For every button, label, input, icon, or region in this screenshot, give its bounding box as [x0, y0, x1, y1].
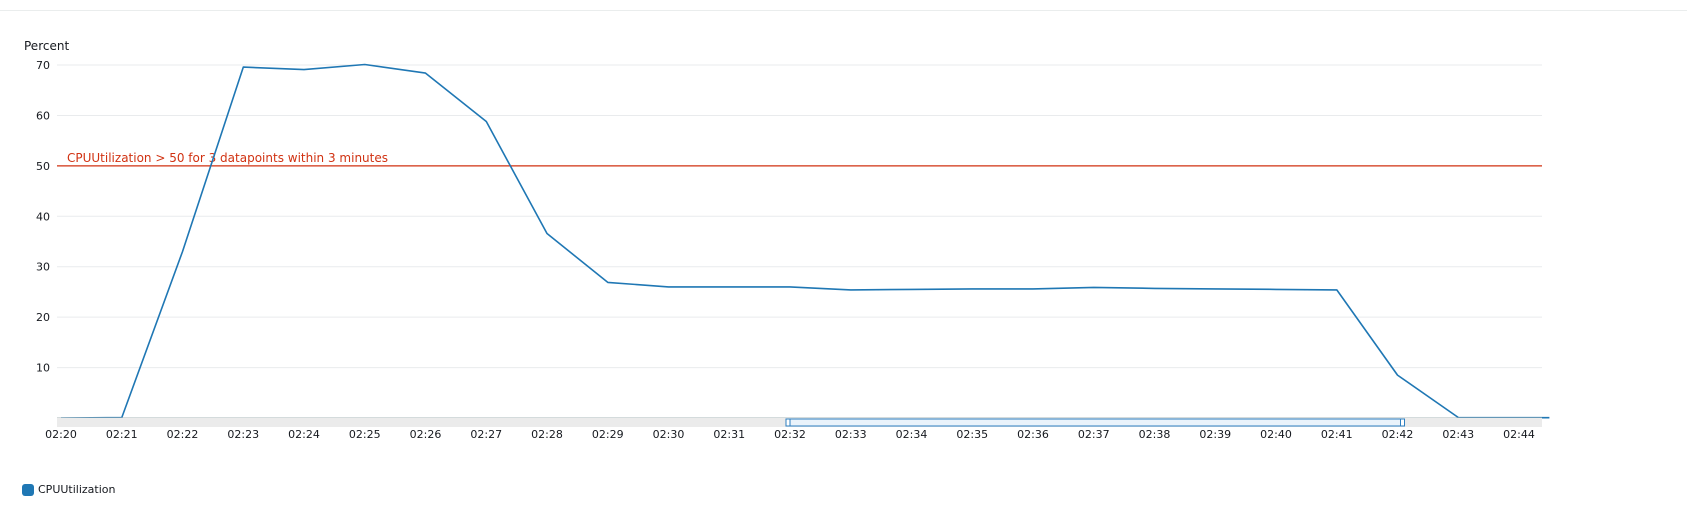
data-point[interactable]: [1212, 286, 1218, 292]
data-point[interactable]: [666, 284, 672, 290]
x-tick-label: 02:32: [774, 428, 806, 441]
x-tick-label: 02:26: [410, 428, 442, 441]
data-point[interactable]: [1030, 286, 1036, 292]
brush-handle-right[interactable]: [1400, 418, 1405, 427]
data-point[interactable]: [787, 284, 793, 290]
series-group: [60, 62, 1552, 421]
y-tick-label: 30: [36, 261, 50, 274]
data-point[interactable]: [605, 279, 611, 285]
data-point[interactable]: [1546, 415, 1552, 421]
x-tick-label: 02:27: [470, 428, 502, 441]
data-point[interactable]: [362, 62, 368, 68]
y-tick-label: 40: [36, 210, 50, 223]
threshold-group: CPUUtilization > 50 for 3 datapoints wit…: [57, 151, 1542, 167]
data-point[interactable]: [1152, 285, 1158, 291]
data-point[interactable]: [1091, 284, 1097, 290]
data-point[interactable]: [423, 70, 429, 76]
data-point[interactable]: [1334, 287, 1340, 293]
time-range-brush[interactable]: [785, 418, 1405, 427]
x-tick-label: 02:35: [956, 428, 988, 441]
data-point[interactable]: [483, 119, 489, 125]
legend-swatch-cpuutilization: [22, 483, 34, 496]
x-tick-label: 02:24: [288, 428, 320, 441]
x-tick-label: 02:25: [349, 428, 381, 441]
x-tick-label: 02:44: [1503, 428, 1535, 441]
x-tick-label: 02:40: [1260, 428, 1292, 441]
x-tick-label: 02:23: [227, 428, 259, 441]
brush-selection[interactable]: [787, 418, 1403, 427]
y-tick-label: 70: [36, 59, 50, 72]
y-tick-labels: 10 20 30 40 50 60 70: [36, 59, 50, 375]
data-point[interactable]: [848, 287, 854, 293]
legend[interactable]: CPUUtilization: [22, 483, 115, 496]
data-point[interactable]: [301, 67, 307, 73]
x-tick-label: 02:34: [896, 428, 928, 441]
x-tick-label: 02:21: [106, 428, 138, 441]
x-tick-label: 02:30: [653, 428, 685, 441]
y-tick-label: 20: [36, 311, 50, 324]
data-point[interactable]: [1273, 286, 1279, 292]
data-point[interactable]: [909, 286, 915, 292]
x-tick-label: 02:33: [835, 428, 867, 441]
cpu-utilization-chart[interactable]: Percent 10 20 30 40 50 60 70 CPUUtilization > …: [0, 0, 1687, 478]
x-tick-label: 02:28: [531, 428, 563, 441]
x-tick-label: 02:36: [1017, 428, 1049, 441]
x-tick-label: 02:22: [167, 428, 199, 441]
x-tick-label: 02:42: [1382, 428, 1414, 441]
x-tick-label: 02:38: [1139, 428, 1171, 441]
y-axis-label: Percent: [24, 39, 69, 53]
x-tick-label: 02:20: [45, 428, 77, 441]
x-tick-label: 02:43: [1442, 428, 1474, 441]
legend-label-cpuutilization: CPUUtilization: [38, 483, 116, 496]
gridlines: [57, 64, 1542, 369]
data-point[interactable]: [1395, 372, 1401, 378]
series-line-cpuutilization: [60, 63, 1550, 419]
data-point[interactable]: [240, 64, 246, 70]
x-tick-label: 02:39: [1199, 428, 1231, 441]
x-tick-label: 02:41: [1321, 428, 1353, 441]
brush-handle-left[interactable]: [785, 418, 791, 427]
y-tick-label: 50: [36, 160, 50, 173]
threshold-label: CPUUtilization > 50 for 3 datapoints wit…: [67, 151, 388, 165]
x-tick-label: 02:29: [592, 428, 624, 441]
x-tick-label: 02:37: [1078, 428, 1110, 441]
x-tick-label: 02:31: [713, 428, 745, 441]
data-point[interactable]: [180, 249, 186, 255]
data-point[interactable]: [969, 286, 975, 292]
data-point[interactable]: [726, 284, 732, 290]
top-divider: [0, 10, 1687, 11]
y-tick-label: 60: [36, 109, 50, 122]
data-point[interactable]: [544, 230, 550, 236]
y-tick-label: 10: [36, 362, 50, 375]
